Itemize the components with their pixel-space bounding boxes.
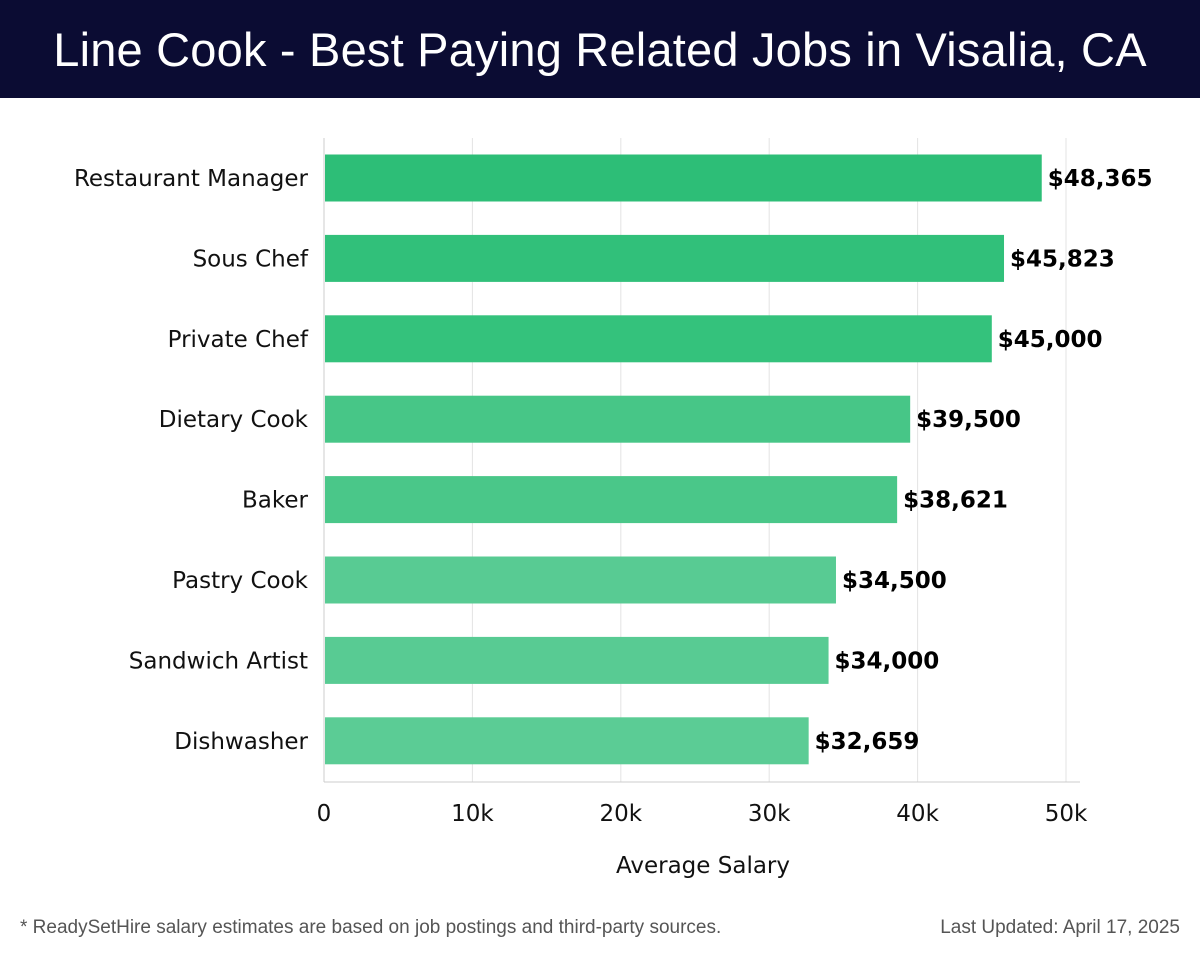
category-label: Sandwich Artist: [129, 648, 308, 674]
x-tick-label: 40k: [896, 801, 939, 827]
x-tick-label: 10k: [451, 801, 494, 827]
bar: [325, 154, 1042, 202]
category-label: Dietary Cook: [159, 407, 309, 433]
value-label: $34,500: [842, 568, 947, 594]
x-tick-label: 0: [317, 801, 332, 827]
bar: [325, 315, 992, 363]
bar: [325, 476, 898, 524]
bar: [325, 234, 1005, 282]
value-label: $48,365: [1048, 166, 1153, 192]
x-tick-label: 50k: [1045, 801, 1088, 827]
gridlines: [323, 138, 1080, 783]
x-tick-label: 20k: [600, 801, 643, 827]
labels: Restaurant Manager $48,365 Sous Chef $45,82…: [74, 166, 1153, 755]
category-label: Sous Chef: [193, 246, 309, 272]
x-axis: 0 10k 20k 30k 40k 50k: [317, 801, 1088, 827]
bar: [325, 395, 911, 443]
page-title: Line Cook - Best Paying Related Jobs in …: [53, 22, 1147, 76]
category-label: Private Chef: [168, 327, 309, 353]
bar: [325, 717, 809, 765]
bars: [325, 154, 1042, 765]
bar-chart: Restaurant Manager $48,365 Sous Chef $45,82…: [74, 138, 1153, 879]
value-label: $45,000: [998, 327, 1103, 353]
category-label: Baker: [242, 488, 309, 514]
header-banner: Line Cook - Best Paying Related Jobs in …: [0, 0, 1200, 98]
last-updated: Last Updated: April 17, 2025: [940, 917, 1180, 938]
value-label: $32,659: [815, 729, 920, 755]
value-label: $38,621: [903, 488, 1008, 514]
category-label: Dishwasher: [174, 729, 308, 755]
footer-note: * ReadySetHire salary estimates are base…: [20, 917, 722, 938]
x-tick-label: 30k: [748, 801, 791, 827]
x-axis-title: Average Salary: [616, 853, 790, 879]
bar: [325, 556, 836, 604]
value-label: $45,823: [1010, 246, 1115, 272]
value-label: $39,500: [916, 407, 1021, 433]
category-label: Pastry Cook: [172, 568, 309, 594]
bar: [325, 636, 829, 684]
category-label: Restaurant Manager: [74, 166, 309, 192]
value-label: $34,000: [835, 648, 940, 674]
